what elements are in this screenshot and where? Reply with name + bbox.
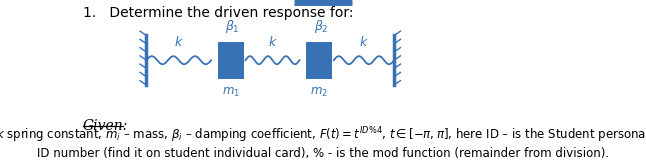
Text: $k$: $k$ <box>174 35 183 49</box>
Text: 1.   Determine the driven response for:: 1. Determine the driven response for: <box>83 6 353 20</box>
Text: $m_2$: $m_2$ <box>310 86 328 99</box>
Text: $\beta_2$: $\beta_2$ <box>314 18 328 35</box>
Text: $m_1$: $m_1$ <box>222 86 240 99</box>
Text: $k$ spring constant, $m_i$ – mass, $\beta_i$ – damping coefficient, $F(t) = t^{I: $k$ spring constant, $m_i$ – mass, $\bet… <box>0 125 646 145</box>
Text: $\beta_1$: $\beta_1$ <box>225 18 240 35</box>
Text: $k$: $k$ <box>267 35 277 49</box>
Text: Given:: Given: <box>83 119 128 133</box>
Bar <box>306 42 332 79</box>
Text: ID number (find it on student individual card), % - is the mod function (remaind: ID number (find it on student individual… <box>37 147 609 160</box>
Text: $k$: $k$ <box>359 35 369 49</box>
Bar <box>218 42 244 79</box>
